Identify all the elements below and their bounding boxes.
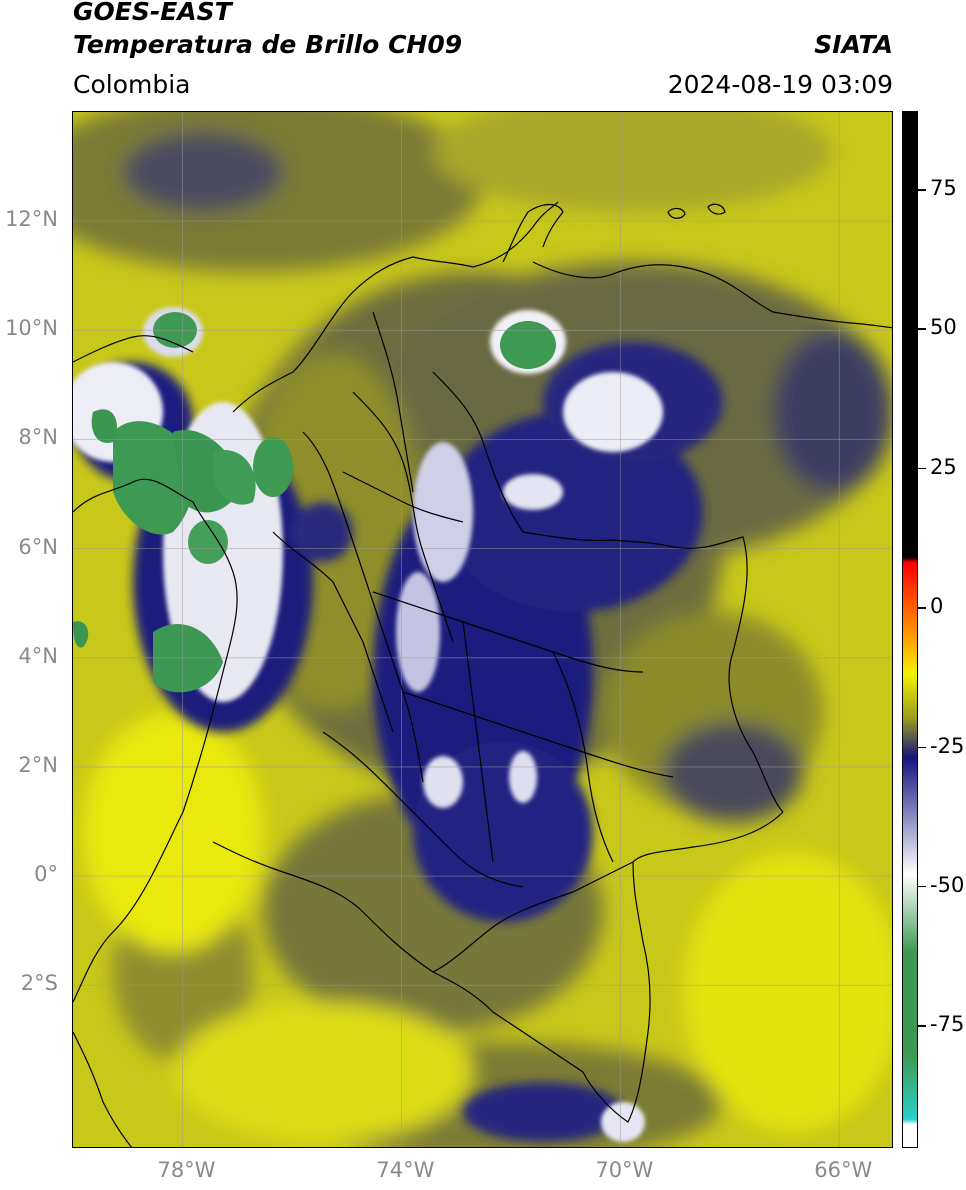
coastlines-borders bbox=[73, 201, 892, 1147]
dept-border-9 bbox=[342, 471, 464, 523]
colorbar-tick-mark bbox=[918, 1025, 926, 1027]
island-2 bbox=[707, 203, 726, 215]
lat-tick-label: 10°N bbox=[5, 316, 58, 341]
colorbar-tick-mark bbox=[918, 607, 926, 609]
colombia-brazil-border bbox=[582, 811, 784, 1123]
colorbar-tick-label: 0 bbox=[930, 594, 944, 619]
lat-tick-label: 8°N bbox=[18, 425, 58, 450]
lon-tick-label: 70°W bbox=[595, 1158, 654, 1182]
lat-tick-label: 2°N bbox=[18, 752, 58, 777]
lat-tick-label: 4°N bbox=[18, 643, 58, 668]
lat-tick-label: 0° bbox=[34, 862, 58, 887]
ecuador-coast bbox=[73, 1031, 133, 1147]
dept-border-1 bbox=[302, 431, 424, 783]
peninsula-guajira bbox=[502, 203, 564, 263]
colorbar bbox=[902, 111, 918, 1148]
dept-border-4 bbox=[372, 591, 644, 673]
colombia-caribbean-coast bbox=[232, 201, 559, 413]
colorbar-tick-mark bbox=[918, 328, 926, 330]
timestamp-label: 2024-08-19 03:09 bbox=[667, 70, 893, 99]
satellite-map[interactable] bbox=[72, 111, 893, 1148]
colorbar-tick-mark bbox=[918, 189, 926, 191]
colorbar-tick-mark bbox=[918, 885, 926, 888]
lat-tick-label: 12°N bbox=[5, 207, 58, 232]
colorbar-tick-label: -75 bbox=[930, 1012, 965, 1037]
colombia-venezuela-border bbox=[432, 371, 784, 813]
dept-border-3 bbox=[272, 531, 394, 733]
dept-border-10 bbox=[372, 311, 414, 493]
very-cold-tops-layer bbox=[73, 312, 556, 693]
colorbar-tick-mark bbox=[918, 467, 926, 470]
product-title: Temperatura de Brillo CH09 bbox=[73, 30, 463, 59]
island-1 bbox=[667, 207, 686, 219]
lon-tick-label: 78°W bbox=[157, 1158, 216, 1182]
colorbar-tick-mark bbox=[918, 746, 926, 749]
colorbar-tick-label: -25 bbox=[930, 733, 965, 758]
dept-border-5 bbox=[402, 691, 674, 778]
dept-border-6 bbox=[322, 731, 524, 888]
lon-tick-label: 74°W bbox=[376, 1158, 435, 1182]
lat-tick-label: 2°S bbox=[20, 971, 58, 996]
peru-brazil-border bbox=[432, 861, 634, 973]
panama-coast bbox=[73, 335, 194, 363]
dept-border-8 bbox=[462, 621, 494, 863]
colorbar-tick-label: 75 bbox=[930, 176, 957, 201]
colorbar-tick-label: -50 bbox=[930, 872, 965, 897]
colombia-pacific-coast bbox=[73, 478, 238, 1003]
brand-label: SIATA bbox=[814, 30, 893, 59]
colombia-peru-ecuador-border bbox=[212, 841, 584, 1073]
dept-border-7 bbox=[552, 651, 614, 863]
gridlines bbox=[73, 112, 892, 1147]
venezuela-coast bbox=[532, 261, 892, 329]
colorbar-tick-label: 25 bbox=[930, 454, 957, 479]
colorbar-tick-label: 50 bbox=[930, 315, 957, 340]
lat-tick-label: 6°N bbox=[18, 534, 58, 559]
map-canvas bbox=[73, 112, 892, 1147]
lon-tick-label: 66°W bbox=[814, 1158, 873, 1182]
region-label: Colombia bbox=[73, 70, 191, 99]
satellite-title: GOES-EAST bbox=[73, 0, 232, 26]
